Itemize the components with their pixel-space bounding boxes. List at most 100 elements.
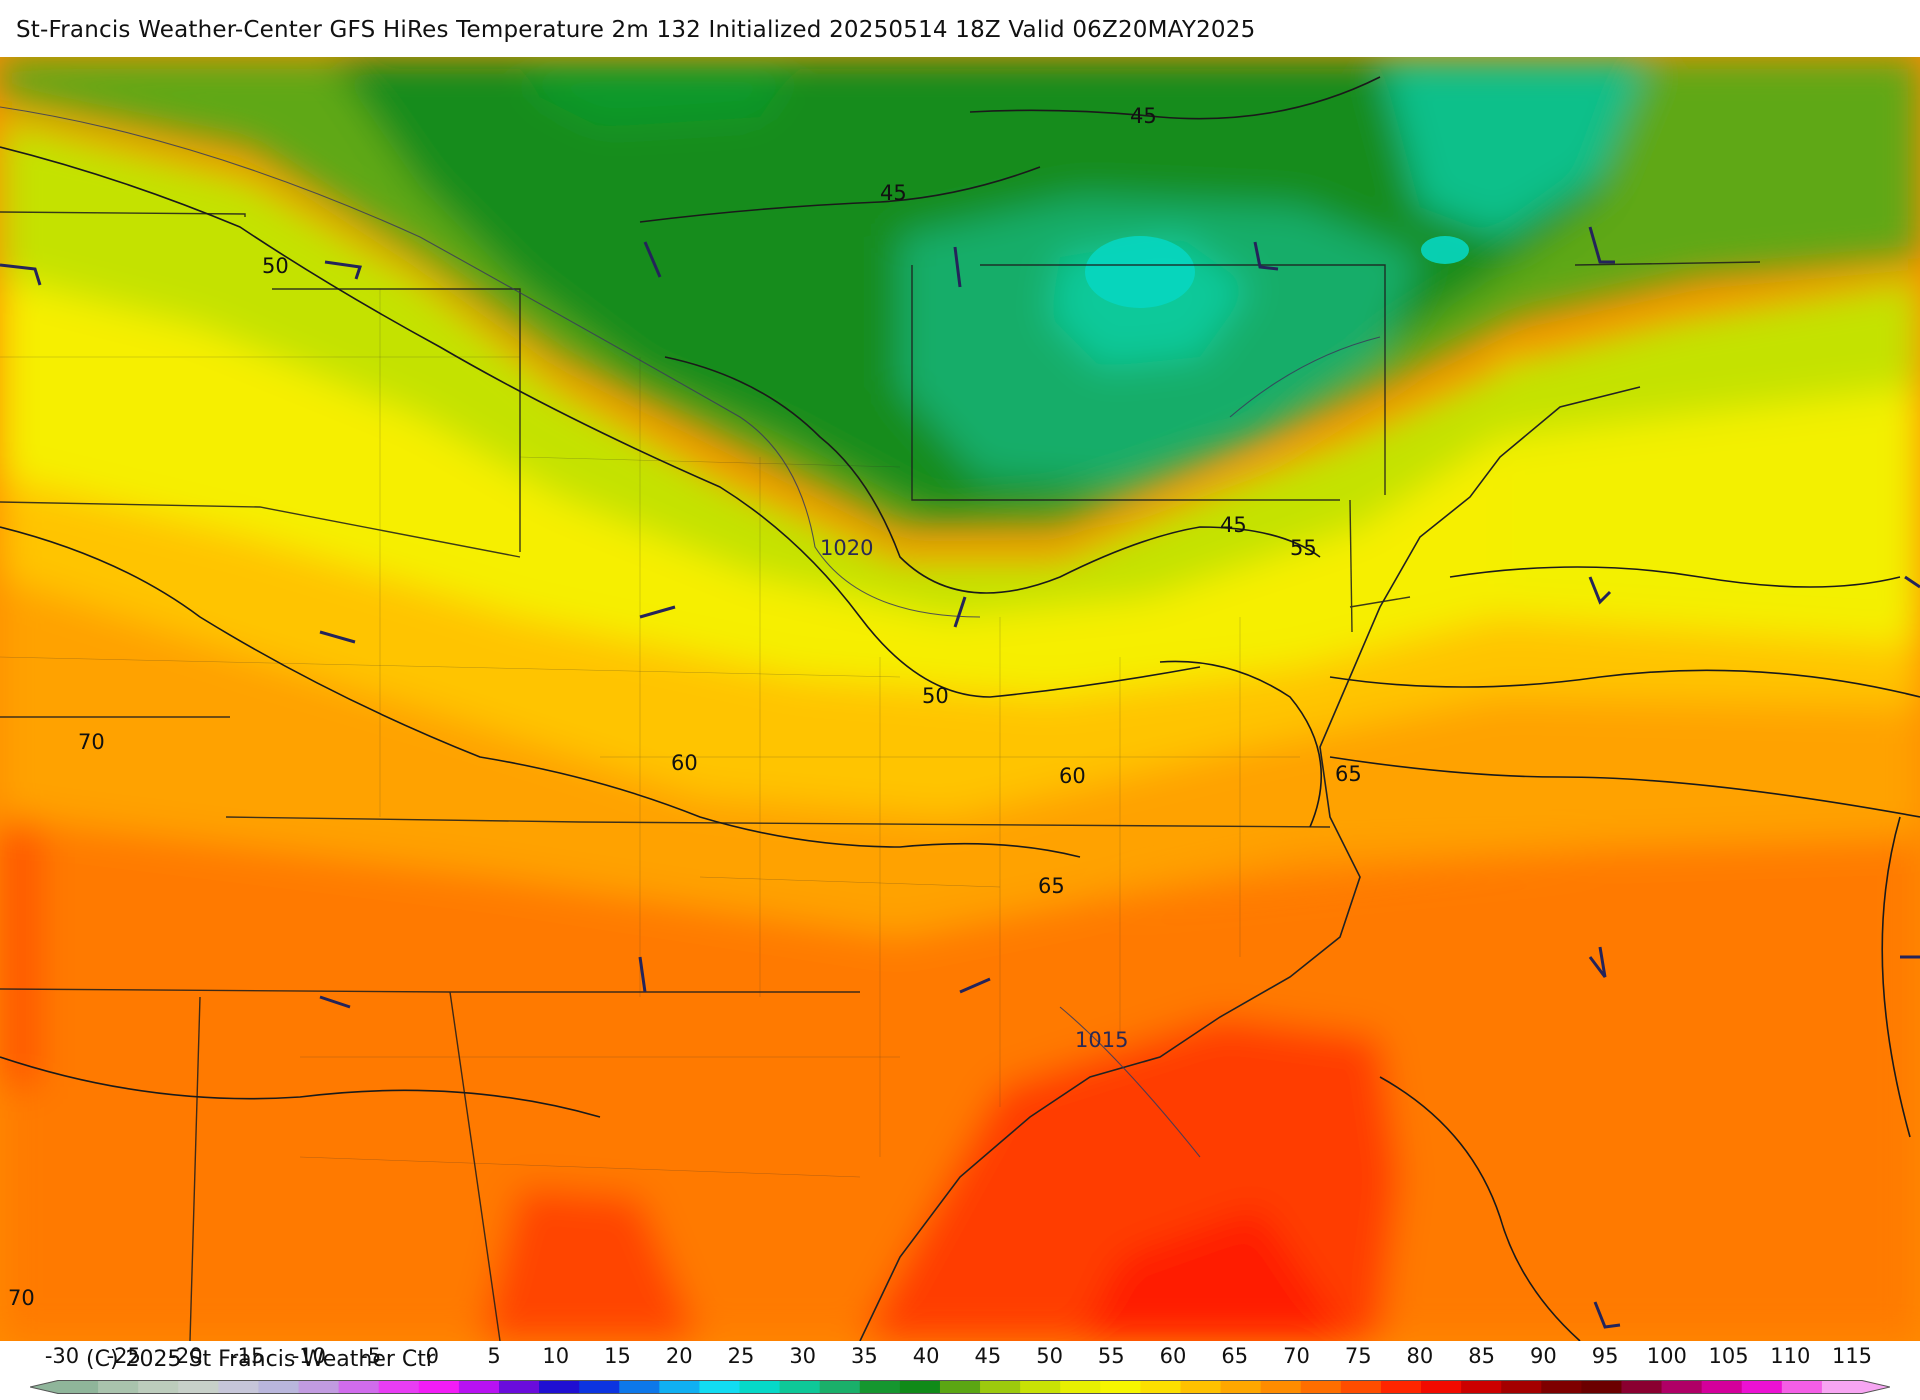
colorbar-swatch xyxy=(980,1380,1021,1394)
colorbar-tick-label: 5 xyxy=(487,1344,501,1368)
contour-label: 70 xyxy=(78,730,105,754)
colorbar-swatch xyxy=(218,1380,260,1394)
colorbar-swatch xyxy=(619,1380,660,1394)
colorbar-tick-label: 20 xyxy=(665,1344,693,1368)
colorbar-swatch xyxy=(659,1380,701,1394)
colorbar-high-arrow xyxy=(1862,1380,1890,1394)
colorbar-tick-label: 105 xyxy=(1708,1344,1749,1368)
colorbar-swatch xyxy=(1020,1380,1061,1394)
colorbar-swatch xyxy=(539,1380,580,1394)
colorbar-tick-label: 35 xyxy=(851,1344,878,1368)
colorbar-tick-label: 110 xyxy=(1770,1344,1811,1368)
colorbar-tick-label: -5 xyxy=(360,1344,382,1368)
colorbar-swatch xyxy=(819,1380,861,1394)
colorbar-swatch xyxy=(58,1380,99,1394)
colorbar-swatch xyxy=(178,1380,219,1394)
colorbar-tick-label: 90 xyxy=(1530,1344,1557,1368)
colorbar-swatch xyxy=(699,1380,741,1394)
colorbar-swatch xyxy=(1180,1380,1222,1394)
colorbar-tick-label: 50 xyxy=(1036,1344,1063,1368)
colorbar-swatch xyxy=(1220,1380,1262,1394)
colorbar-tick-label: 15 xyxy=(604,1344,631,1368)
colorbar-tick-label: 55 xyxy=(1097,1344,1125,1368)
colorbar-tick-label: -25 xyxy=(106,1344,141,1368)
colorbar-tick-label: 100 xyxy=(1646,1344,1687,1368)
colorbar-tick-label: 80 xyxy=(1406,1344,1434,1368)
colorbar-swatch xyxy=(1581,1380,1623,1394)
coastline xyxy=(859,386,1641,1341)
colorbar-tick-label: 70 xyxy=(1283,1344,1310,1368)
wind-barbs xyxy=(0,226,1920,1329)
colorbar-tick-labels: -30 -25 -20 -15 -10 -5 0 5 10 15 20 25 30 35 40 45 50 55 6… xyxy=(0,1344,1920,1374)
colorbar-swatch xyxy=(1461,1380,1502,1394)
colorbar-swatch xyxy=(1821,1380,1863,1394)
contour-label: 65 xyxy=(1335,762,1362,786)
colorbar-swatch xyxy=(1621,1380,1663,1394)
colorbar-swatch xyxy=(1661,1380,1703,1394)
contour-label: 60 xyxy=(1059,764,1086,788)
colorbar-tick-label: 25 xyxy=(727,1344,755,1368)
colorbar-low-arrow xyxy=(30,1380,58,1394)
colorbar-swatch xyxy=(1541,1380,1582,1394)
colorbar-swatch xyxy=(1380,1380,1422,1394)
colorbar-tick-label: 60 xyxy=(1159,1344,1187,1368)
pressure-label: 1015 xyxy=(1075,1028,1128,1052)
contour-label: 50 xyxy=(922,684,949,708)
colorbar-swatch xyxy=(1060,1380,1101,1394)
colorbar-tick-label: 10 xyxy=(542,1344,570,1368)
colorbar-tick-label: 95 xyxy=(1591,1344,1619,1368)
contour-label: 60 xyxy=(671,751,698,775)
colorbar-swatch xyxy=(739,1380,781,1394)
colorbar-swatch xyxy=(1501,1380,1542,1394)
colorbar-swatch xyxy=(1781,1380,1823,1394)
colorbar-tick-label: 0 xyxy=(425,1344,440,1368)
colorbar-swatch xyxy=(1140,1380,1182,1394)
colorbar-tick-label: 30 xyxy=(789,1344,817,1368)
colorbar-swatch xyxy=(1421,1380,1462,1394)
colorbar-swatch xyxy=(1260,1380,1302,1394)
contour-label: 45 xyxy=(1220,513,1247,537)
colorbar-swatch xyxy=(779,1380,821,1394)
colorbar-tick-label: 65 xyxy=(1221,1344,1249,1368)
contour-label: 65 xyxy=(1038,874,1065,898)
colorbar-tick-label: -10 xyxy=(291,1344,327,1368)
isobars xyxy=(0,106,1381,1158)
colorbar-swatch xyxy=(298,1380,340,1394)
colorbar-tick-label: 85 xyxy=(1468,1344,1496,1368)
county-lines xyxy=(0,289,1300,1178)
colorbar-swatch xyxy=(859,1380,901,1394)
colorbar-tick-label: 45 xyxy=(974,1344,1002,1368)
colorbar-swatch xyxy=(138,1380,179,1394)
copyright-notice: (C) 2025 St Francis Weather Ctr xyxy=(86,1347,435,1372)
contour-label: 45 xyxy=(1130,104,1157,128)
contour-label: 55 xyxy=(1290,536,1317,560)
colorbar-swatch xyxy=(1100,1380,1141,1394)
pressure-label: 1020 xyxy=(820,536,873,560)
temperature-colorbar xyxy=(29,1379,1891,1394)
colorbar-swatch xyxy=(98,1380,139,1394)
colorbar-swatch xyxy=(338,1380,380,1394)
colorbar-swatch xyxy=(458,1380,500,1394)
colorbar-swatch xyxy=(1741,1380,1783,1394)
temperature-fill xyxy=(0,57,1920,1341)
map-title: St-Francis Weather-Center GFS HiRes Temp… xyxy=(16,17,1256,43)
colorbar-swatch xyxy=(378,1380,420,1394)
colorbar-swatch xyxy=(258,1380,300,1394)
colorbar-tick-label: 75 xyxy=(1344,1344,1372,1368)
isotherm-contours xyxy=(0,76,1920,1341)
contour-label: 70 xyxy=(8,1286,35,1310)
colorbar-tick-label: 40 xyxy=(912,1344,940,1368)
colorbar-swatch xyxy=(498,1380,540,1394)
colorbar-swatch xyxy=(899,1380,941,1394)
colorbar-tick-label: 115 xyxy=(1831,1344,1873,1368)
colorbar-swatch xyxy=(418,1380,460,1394)
contour-label: 45 xyxy=(880,181,907,205)
colorbar-swatch xyxy=(579,1380,620,1394)
temperature-map: 45 45 45 50 50 55 60 60 65 65 70 70 1020… xyxy=(0,57,1920,1341)
contour-label: 50 xyxy=(262,254,289,278)
colorbar-swatch xyxy=(1340,1380,1382,1394)
colorbar-swatch xyxy=(1300,1380,1342,1394)
contour-labels: 45 45 45 50 50 55 60 60 65 65 70 70 1020… xyxy=(8,104,1362,1310)
state-boundaries xyxy=(0,211,1761,1341)
colorbar-tick-label: -20 xyxy=(168,1344,203,1368)
